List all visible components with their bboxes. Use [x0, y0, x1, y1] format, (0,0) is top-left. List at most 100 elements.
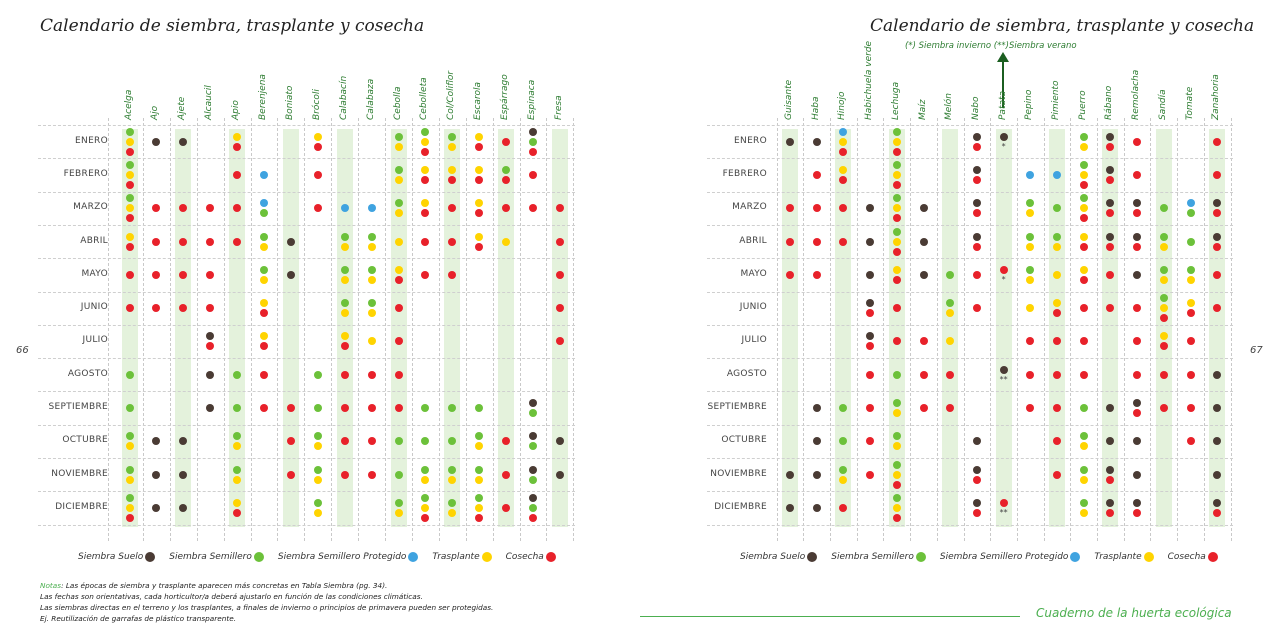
trasplante-dot [1026, 275, 1035, 284]
cosecha-dot [555, 337, 564, 346]
siembra-suelo-dot [286, 237, 295, 246]
month-label-abril: ABRIL [739, 235, 767, 246]
cosecha-dot [839, 237, 848, 246]
grid-line-vertical [1070, 118, 1072, 541]
cosecha-dot [555, 270, 564, 279]
legend-label: Cosecha [505, 552, 544, 562]
trasplante-dot [260, 275, 268, 284]
cosecha-dot [1106, 508, 1115, 517]
cosecha-dot [1079, 370, 1088, 379]
column-header-acelga: Acelga [123, 89, 134, 120]
grid-line-vertical [910, 118, 912, 541]
legend-item-siembra-suelo: Siembra Suelo [78, 552, 156, 562]
trasplante-dot [125, 204, 134, 213]
column-header-col-coliflor: Col/Coliflor [446, 70, 457, 120]
siembra-semillero-dot [125, 127, 134, 136]
cosecha-dot [1079, 337, 1088, 346]
siembra-suelo-dot [812, 470, 821, 479]
cosecha-dot [972, 270, 981, 279]
siembra-semillero-dot [475, 432, 484, 441]
siembra-semillero-dot [892, 160, 901, 169]
column-header-ajo: Ajo [150, 105, 161, 120]
siembra-semillero-dot [394, 199, 403, 208]
cosecha-dot [421, 513, 430, 522]
trasplante-dot [448, 165, 457, 174]
siembra-suelo-dot [1133, 232, 1142, 241]
siembra-suelo-dot [529, 399, 537, 408]
month-label-octubre: OCTUBRE [721, 435, 767, 446]
siembra-suelo-dot [919, 204, 928, 213]
siembra-suelo-dot [179, 437, 188, 446]
siembra-semillero-dot [1079, 465, 1088, 474]
grid-line-vertical [277, 118, 279, 541]
grid-line-vertical [830, 118, 832, 541]
grid-line-horizontal [38, 491, 576, 493]
cosecha-dot [529, 170, 537, 179]
column-header-remolacha: Remolacha [1131, 69, 1142, 120]
cosecha-dot [999, 265, 1008, 274]
grid-line-vertical [223, 118, 225, 541]
trasplante-dot [340, 242, 349, 251]
cosecha-dot [340, 470, 349, 479]
siembra-semillero-dot [892, 432, 901, 441]
column-header-ma-z: Maíz [917, 99, 928, 120]
trasplante-dot [394, 237, 403, 246]
grid-line-horizontal [707, 524, 1233, 526]
column-header-alcaucil: Alcaucil [204, 85, 215, 120]
siembra-semillero-dot [313, 370, 322, 379]
cosecha-dot [152, 237, 161, 246]
siembra-semillero-dot [1186, 265, 1195, 274]
siembra-suelo-dot [1106, 199, 1115, 208]
siembra-semillero-dot [125, 404, 134, 413]
cosecha-dot [892, 513, 901, 522]
month-label-enero: ENERO [75, 135, 108, 146]
cosecha-dot [1213, 508, 1222, 517]
siembra-semillero-dot [1079, 404, 1088, 413]
siembra-semillero-dot [1079, 160, 1088, 169]
siembra-suelo-dot [179, 503, 188, 512]
siembra-suelo-dot [1133, 199, 1142, 208]
trasplante-dot [1159, 304, 1168, 313]
cosecha-dot [125, 242, 134, 251]
column-header-tomate: Tomate [1184, 86, 1195, 120]
siembra-semillero-dot [475, 465, 484, 474]
trasplante-dot [125, 442, 134, 451]
grid-line-vertical [250, 118, 252, 541]
trasplante-dot [367, 309, 376, 318]
month-label-junio: JUNIO [80, 302, 108, 313]
trasplante-dot [394, 265, 403, 274]
cosecha-dot [972, 242, 981, 251]
grid-line-horizontal [707, 158, 1233, 160]
cosecha-dot [233, 508, 242, 517]
trasplante-dot [946, 337, 955, 346]
legend-dot-icon [481, 552, 492, 562]
column-stripe [444, 129, 461, 527]
trasplante-dot [475, 132, 484, 141]
column-header-calabac-n: Calabacín [338, 75, 349, 120]
month-label-septiembre: SEPTIEMBRE [48, 402, 108, 413]
legend-dot-icon [915, 552, 926, 562]
column-header-sand-a: Sandía [1157, 89, 1168, 120]
arrow-line [1002, 60, 1004, 108]
trasplante-dot [233, 475, 242, 484]
column-header-cebolla: Cebolla [392, 86, 403, 120]
siembra-suelo-dot [972, 437, 981, 446]
siembra-semillero-dot [475, 404, 484, 413]
cosecha-dot [286, 437, 295, 446]
cosecha-dot [1079, 275, 1088, 284]
arrow-up-icon [997, 52, 1009, 62]
siembra-suelo-dot [1133, 498, 1142, 507]
trasplante-dot [1079, 170, 1088, 179]
legend-dot-icon [145, 552, 156, 562]
grid-line-vertical [492, 118, 494, 541]
cosecha-dot [1186, 337, 1195, 346]
cosecha-dot [1106, 242, 1115, 251]
cosecha-dot [892, 337, 901, 346]
legend-item-cosecha: Cosecha [1168, 552, 1218, 562]
cosecha-dot [502, 503, 511, 512]
month-label-febrero: FEBRERO [722, 168, 767, 179]
cosecha-dot [340, 404, 349, 413]
left-page-number: 66 [16, 345, 29, 356]
cosecha-dot [286, 404, 295, 413]
trasplante-dot [367, 275, 376, 284]
